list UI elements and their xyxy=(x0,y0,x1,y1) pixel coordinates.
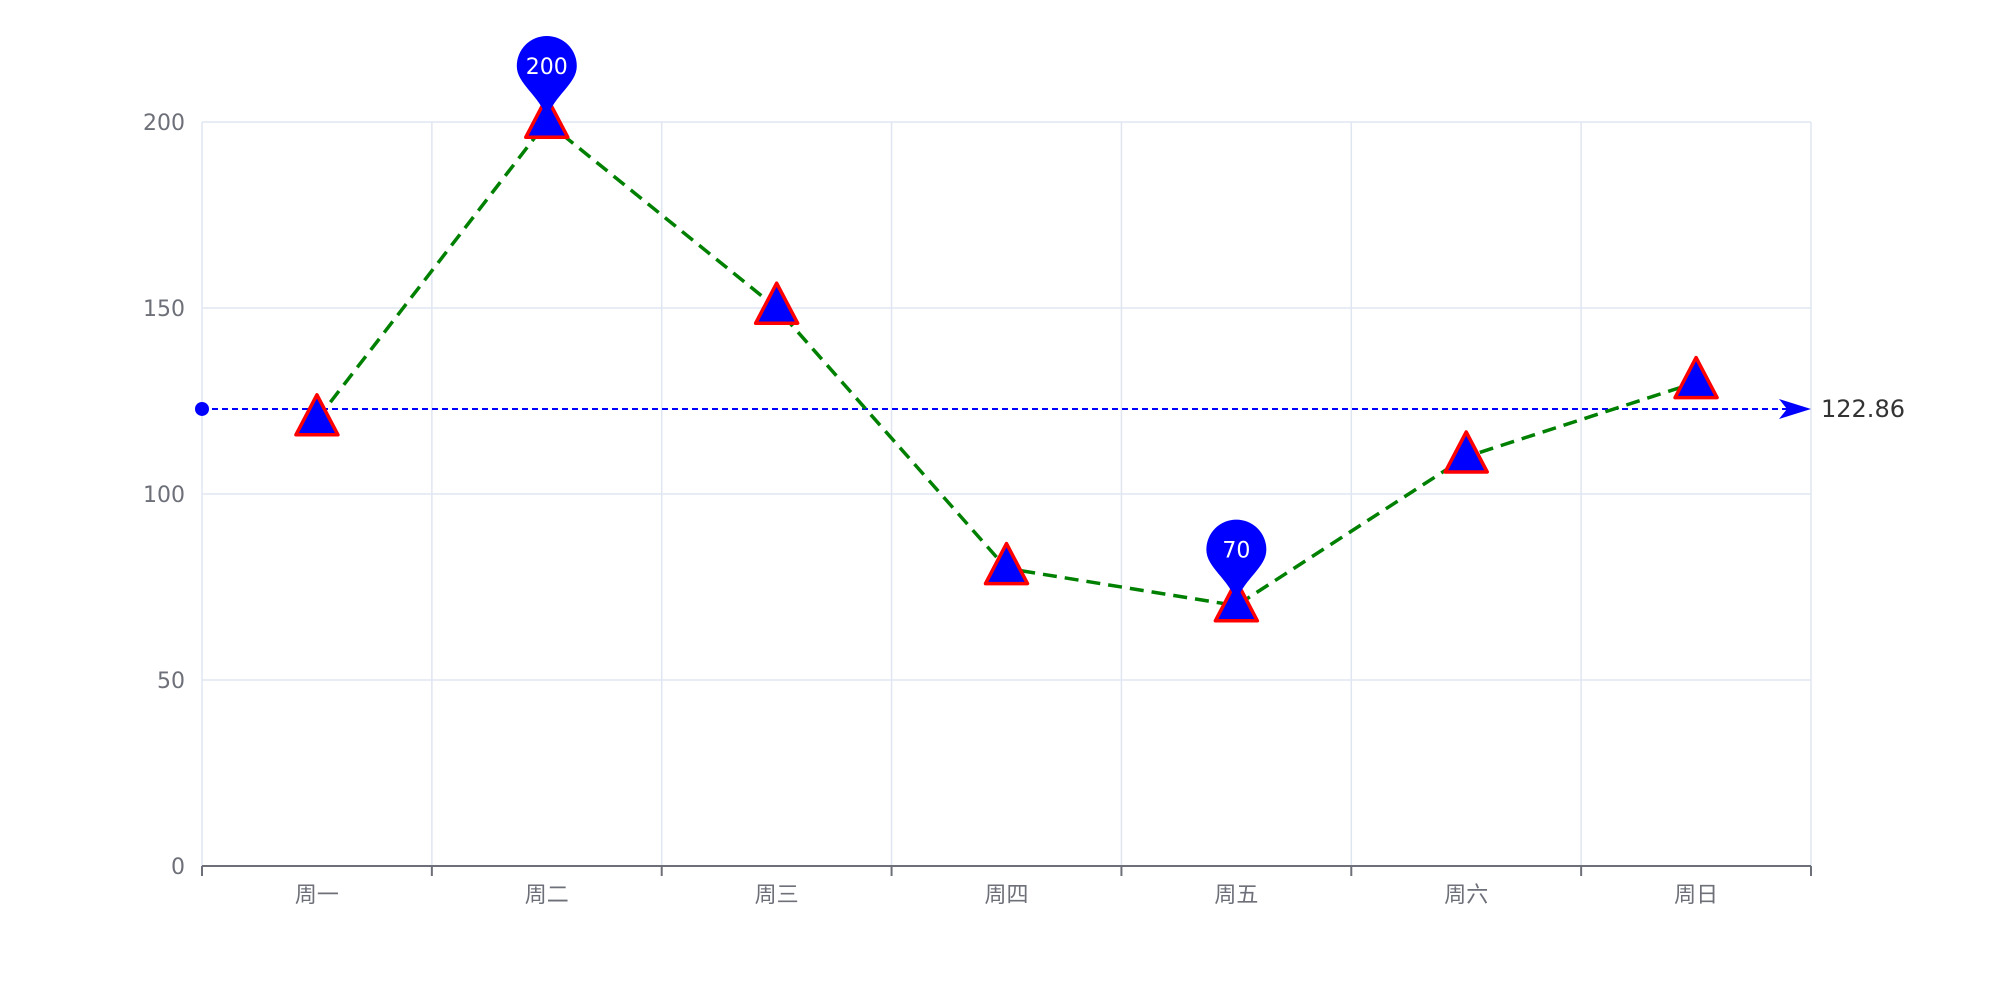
y-tick-label: 100 xyxy=(143,483,185,508)
min-mark-label: 70 xyxy=(1222,539,1250,564)
grid-layer xyxy=(201,121,1812,866)
average-mark-line: 122.86 xyxy=(195,395,1905,423)
y-tick-label: 50 xyxy=(157,669,185,694)
x-tick-label: 周五 xyxy=(1214,883,1258,908)
data-point-marker xyxy=(983,541,1030,586)
data-point-marker xyxy=(1673,355,1719,400)
y-tick-label: 0 xyxy=(171,855,185,880)
y-tick-label: 150 xyxy=(143,297,185,322)
series-layer xyxy=(294,95,1719,623)
mark-point-layer: 200 70 xyxy=(516,36,1267,602)
data-point-marker xyxy=(294,393,340,437)
x-tick-label: 周三 xyxy=(755,883,799,908)
data-point-marker xyxy=(1443,430,1489,474)
x-tick-label: 周四 xyxy=(984,883,1028,908)
mark-line-arrow xyxy=(1779,398,1811,419)
max-mark-label: 200 xyxy=(526,55,568,80)
min-mark-pin xyxy=(1206,519,1267,602)
mark-line-label: 122.86 xyxy=(1821,395,1905,423)
y-tick-label: 200 xyxy=(143,111,185,136)
series-line xyxy=(315,120,1697,608)
x-tick-label: 周二 xyxy=(525,883,569,908)
data-point-marker xyxy=(753,281,800,325)
x-tick-label: 周一 xyxy=(295,883,339,908)
max-mark-pin xyxy=(516,36,577,118)
x-tick-label: 周日 xyxy=(1674,883,1718,908)
axis-layer: 0 50 100 150 200 周一 周二 周三 周四 周五 周六 周日 xyxy=(143,111,1812,908)
x-tick-label: 周六 xyxy=(1444,883,1488,908)
